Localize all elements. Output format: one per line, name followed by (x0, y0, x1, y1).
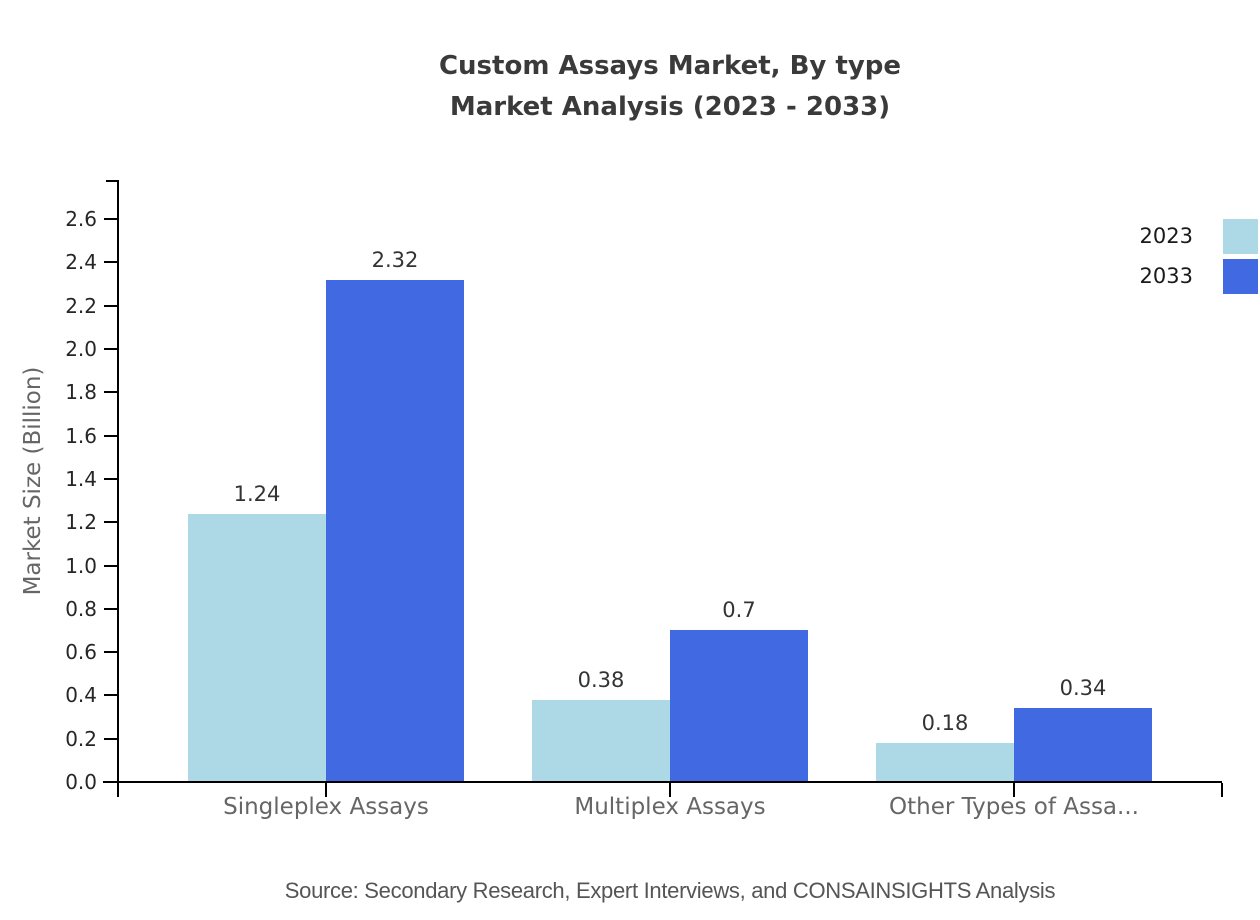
legend-label-2023: 2023 (1139, 224, 1193, 248)
y-tick-label: 2.0 (65, 337, 97, 361)
bar-2023 (188, 513, 326, 782)
y-tick (104, 694, 118, 697)
bar-2033 (326, 279, 464, 782)
y-tick-label: 1.2 (65, 510, 97, 535)
y-tick-label: 0.8 (65, 596, 97, 621)
category-label: Singleplex Assays (223, 794, 429, 820)
y-tick (104, 477, 118, 480)
x-tick (1013, 783, 1015, 797)
y-tick-label: 0.0 (65, 770, 97, 794)
legend-label-2033: 2033 (1139, 264, 1193, 288)
y-tick-label: 0.6 (65, 640, 97, 665)
chart-title-line1: Custom Assays Market, By type (438, 51, 902, 81)
bar-value-label: 0.18 (921, 711, 969, 736)
y-tick (104, 521, 118, 524)
x-tick (325, 783, 327, 797)
y-axis-top-tick (106, 180, 119, 182)
y-tick-label: 1.6 (65, 423, 97, 448)
bar-2033 (670, 630, 808, 782)
y-tick (104, 261, 118, 264)
x-axis-line (103, 781, 1222, 783)
y-tick (104, 651, 118, 654)
bar-value-label: 0.38 (577, 667, 625, 692)
x-tick (1221, 783, 1223, 797)
y-tick (104, 564, 118, 567)
y-tick-label: 2.4 (65, 250, 97, 275)
y-tick (104, 304, 118, 307)
y-tick (104, 737, 118, 740)
bar-2023 (532, 699, 670, 782)
bar-value-label: 0.34 (1059, 676, 1107, 701)
legend-swatch-2023 (1223, 219, 1258, 254)
x-tick (669, 783, 671, 797)
bar-2033 (1014, 708, 1152, 782)
y-tick-label: 0.2 (65, 726, 97, 751)
source-attribution: Source: Secondary Research, Expert Inter… (284, 878, 1056, 903)
bar-2023 (876, 743, 1014, 782)
y-tick (104, 218, 118, 221)
y-tick-label: 2.6 (65, 207, 97, 232)
y-tick (104, 391, 118, 394)
y-tick-label: 1.0 (65, 553, 97, 578)
chart-title: Custom Assays Market, By type Market Ana… (439, 46, 901, 128)
y-tick (104, 607, 118, 610)
category-label: Multiplex Assays (574, 794, 766, 820)
bar-value-label: 0.7 (722, 598, 756, 623)
bar-value-label: 1.24 (233, 481, 281, 506)
y-tick-label: 2.2 (65, 293, 97, 318)
y-tick-label: 1.4 (65, 466, 97, 491)
y-tick (104, 434, 118, 437)
y-tick (104, 348, 118, 350)
y-tick-label: 0.4 (65, 683, 97, 708)
bar-value-label: 2.32 (371, 247, 419, 272)
y-tick-label: 1.8 (65, 380, 97, 405)
chart-title-line2: Market Analysis (2023 - 2033) (449, 92, 891, 122)
legend-swatch-2033 (1223, 259, 1258, 294)
y-axis-line (117, 180, 119, 797)
category-label: Other Types of Assa... (889, 794, 1139, 820)
